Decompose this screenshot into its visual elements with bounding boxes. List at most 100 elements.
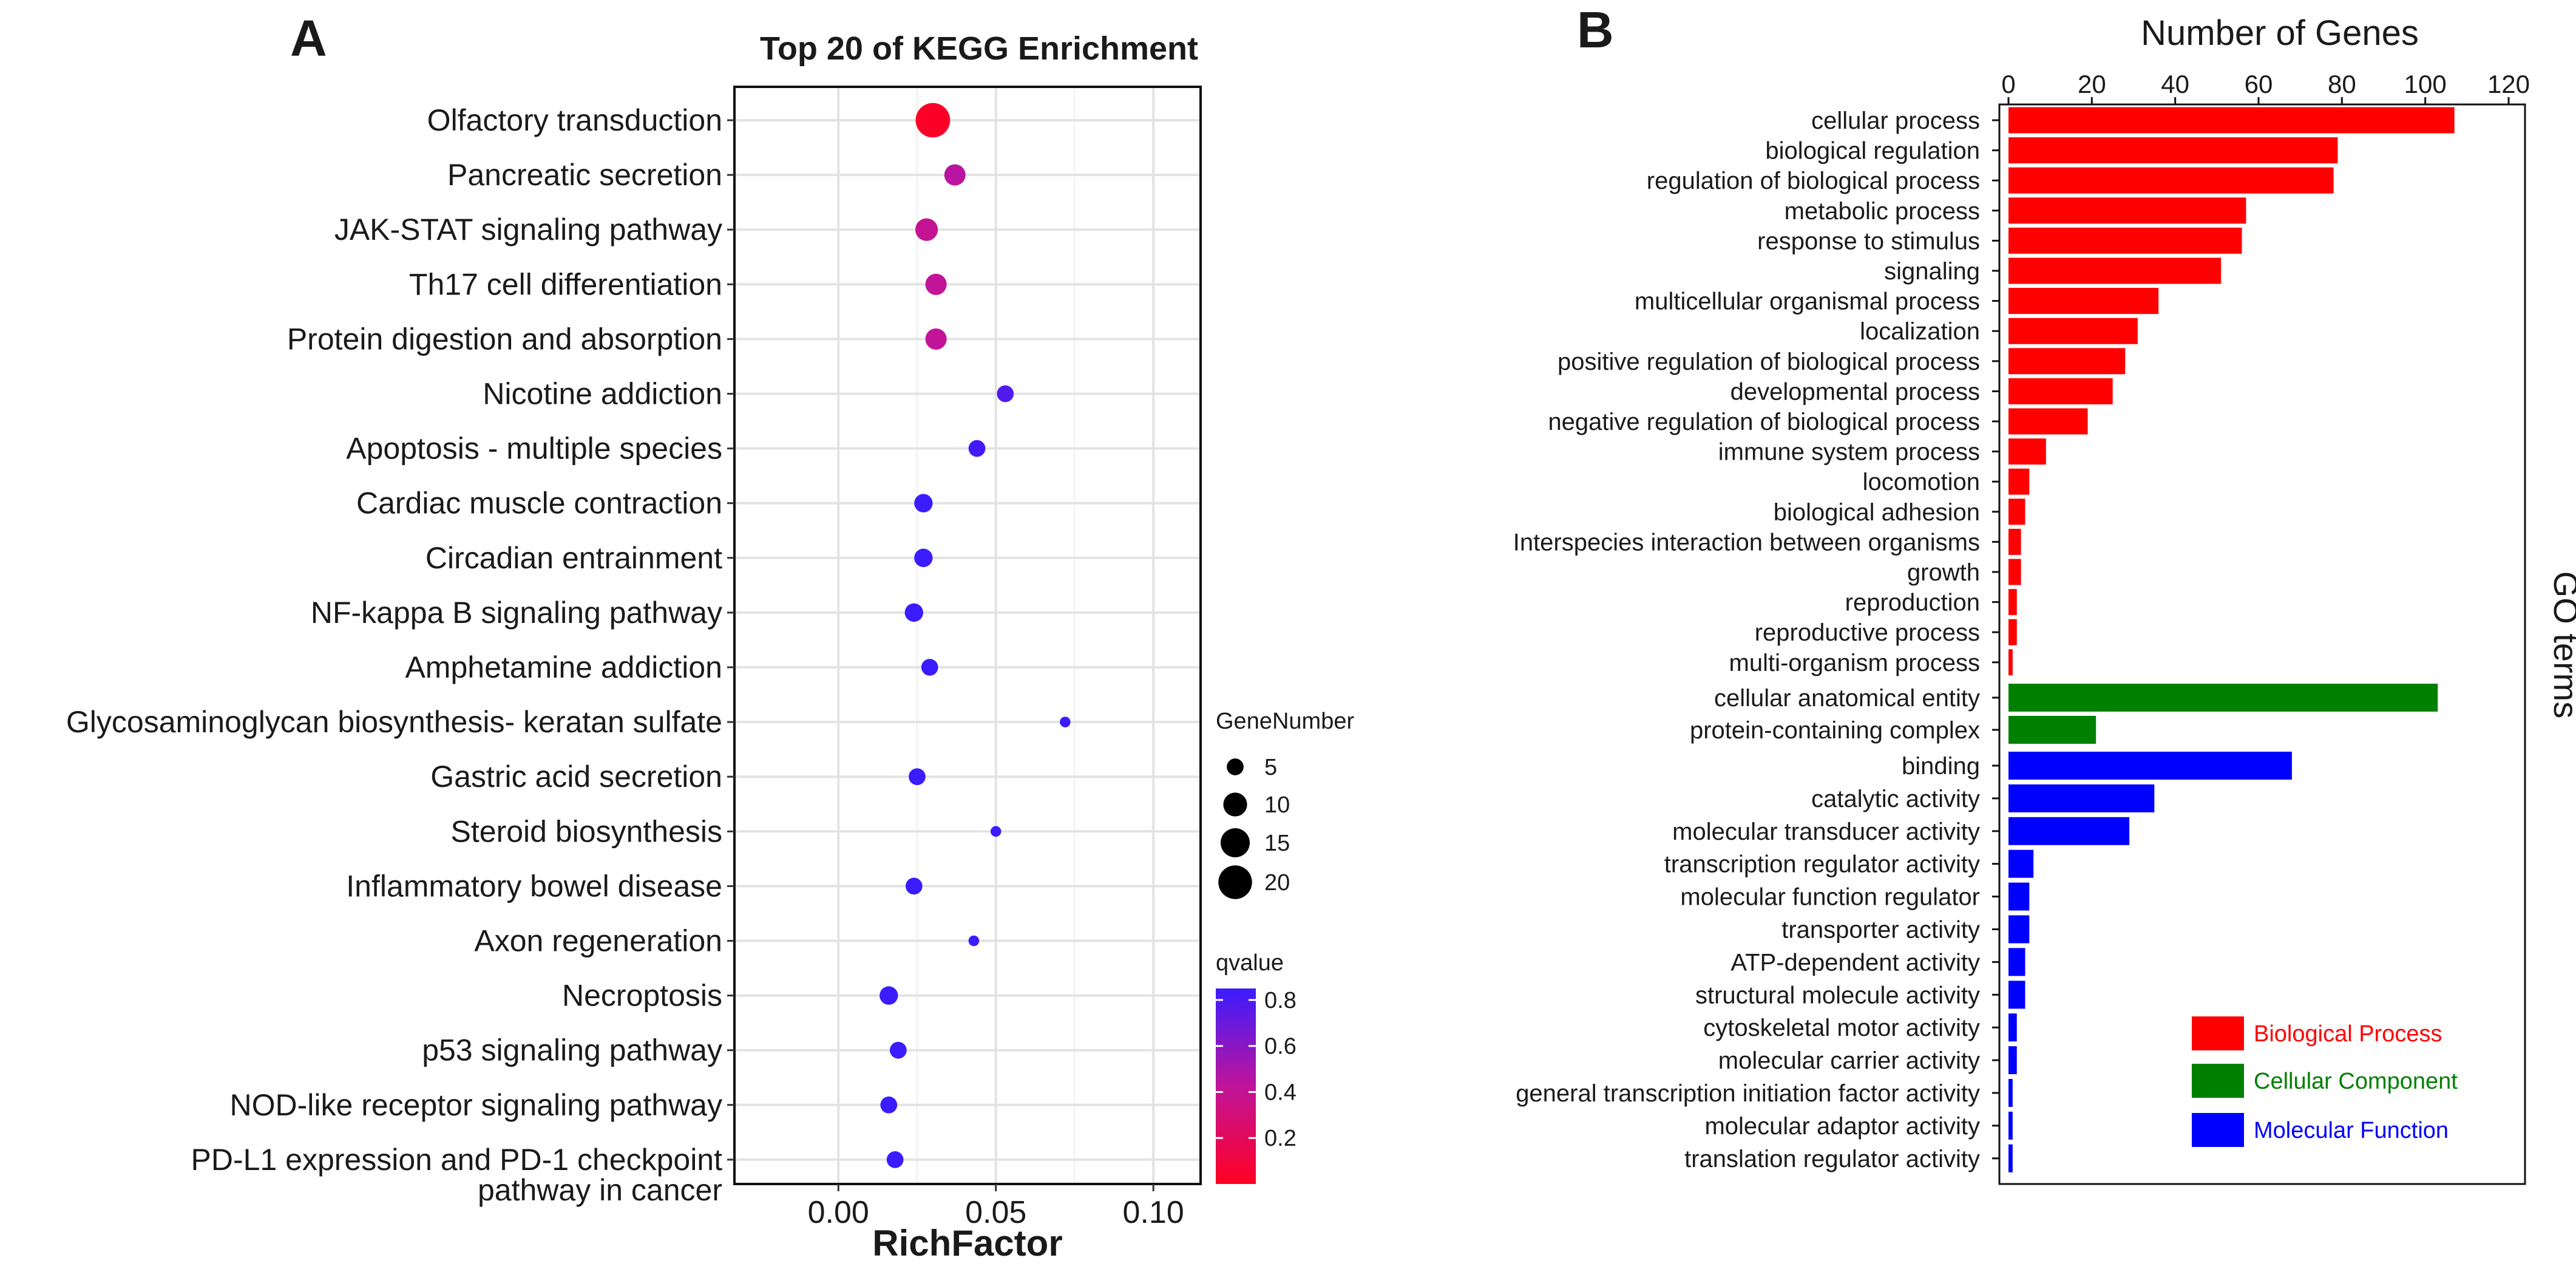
kegg-category-label: Axon regeneration	[474, 924, 722, 958]
go-category-label: reproductive process	[1755, 619, 1980, 646]
qvalue-colorbar	[1216, 988, 1256, 1184]
genenumber-legend-dot	[1223, 792, 1247, 817]
qvalue-tick-label: 0.6	[1264, 1034, 1296, 1060]
go-category-label: molecular carrier activity	[1718, 1047, 1980, 1074]
kegg-plot-background	[734, 87, 1201, 1184]
go-category-label: metabolic process	[1785, 198, 1980, 225]
go-category-label: structural molecule activity	[1695, 982, 1980, 1009]
go-bar	[2008, 649, 2013, 676]
kegg-category-label: pathway in cancer	[478, 1173, 722, 1207]
go-bar	[2008, 882, 2030, 911]
genenumber-legend-label: 5	[1264, 755, 1277, 780]
go-category-label: cellular anatomical entity	[1714, 685, 1980, 712]
go-bar	[2008, 619, 2017, 645]
panel-a-letter: A	[290, 10, 327, 67]
go-bar	[2008, 752, 2292, 780]
go-bar	[2008, 784, 2155, 812]
kegg-point	[880, 1096, 898, 1114]
go-bar	[2008, 849, 2034, 878]
kegg-point	[905, 877, 923, 895]
kegg-category-label: Th17 cell differentiation	[409, 267, 722, 301]
genenumber-legend-dot	[1227, 758, 1244, 775]
qvalue-legend-title: qvalue	[1216, 950, 1284, 976]
go-bar	[2008, 915, 2030, 944]
go-category-label: transporter activity	[1781, 917, 1980, 944]
go-category-label: signaling	[1884, 258, 1980, 285]
go-bar	[2008, 498, 2025, 525]
go-category-labels: cellular process biological regulation reg…	[1513, 107, 1999, 1172]
kegg-category-label: NOD-like receptor signaling pathway	[230, 1088, 722, 1122]
go-bar	[2008, 817, 2130, 845]
go-x-tick-label: 100	[2404, 70, 2447, 98]
go-bar	[2008, 257, 2222, 284]
go-category-label: locomotion	[1863, 469, 1980, 495]
kegg-point	[915, 218, 938, 241]
go-x-ticks: 0 20 40 60 80 100 120	[1999, 70, 2530, 106]
kegg-point	[915, 103, 951, 138]
go-legend-label: Biological Process	[2254, 1021, 2442, 1047]
go-bar	[2008, 197, 2246, 224]
go-category-label: developmental process	[1730, 378, 1980, 405]
kegg-x-axis-label: RichFactor	[872, 1223, 1062, 1264]
kegg-x-ticks: 0.00 0.05 0.10	[808, 1184, 1184, 1230]
kegg-point	[990, 826, 1002, 837]
kegg-point	[909, 768, 926, 786]
go-category-label: biological regulation	[1765, 138, 1980, 165]
go-legend-swatch	[2192, 1113, 2244, 1147]
panel-b-letter: B	[1577, 1, 1614, 58]
go-bar	[2008, 348, 2126, 375]
kegg-category-label: Glycosaminoglycan biosynthesis- keratan …	[66, 705, 722, 739]
kegg-category-label: Circadian entrainment	[425, 541, 722, 575]
go-bar	[2008, 167, 2334, 194]
go-legend-label: Cellular Component	[2254, 1069, 2458, 1094]
kegg-point	[921, 659, 938, 676]
go-x-tick-label: 40	[2161, 70, 2189, 98]
kegg-point	[904, 603, 923, 622]
go-bars	[2008, 107, 2455, 1172]
go-x-tick-label: 60	[2245, 70, 2273, 98]
go-bar	[2008, 227, 2242, 254]
go-barplot: B Number of Genes 0 20 40 60 80 100 120 cellul…	[1513, 1, 2576, 1185]
go-bar	[2008, 438, 2046, 465]
go-category-label: reproduction	[1845, 590, 1980, 616]
kegg-category-labels: Olfactory transduction Pancreatic secreti…	[66, 103, 734, 1207]
kegg-points	[880, 103, 1071, 1168]
kegg-point	[889, 1041, 907, 1059]
kegg-point	[997, 385, 1014, 403]
kegg-category-label: Olfactory transduction	[427, 103, 722, 137]
go-category-label: molecular function regulator	[1680, 884, 1980, 911]
go-category-label: regulation of biological process	[1647, 168, 1980, 194]
kegg-category-label: Nicotine addiction	[483, 377, 722, 411]
kegg-x-tick-label: 0.00	[808, 1195, 869, 1230]
go-bar	[2008, 468, 2030, 495]
go-legend-swatch	[2192, 1016, 2244, 1050]
go-bar	[2008, 378, 2113, 404]
kegg-chart-title: Top 20 of KEGG Enrichment	[760, 30, 1198, 67]
qvalue-tick-label: 0.8	[1264, 988, 1296, 1013]
kegg-category-label: Apoptosis - multiple species	[346, 432, 722, 466]
go-x-tick-label: 20	[2078, 70, 2106, 98]
kegg-x-tick-label: 0.05	[965, 1195, 1026, 1230]
kegg-point	[925, 328, 947, 350]
go-bar	[2008, 408, 2088, 435]
genenumber-legend-items: 5 10 15 20	[1218, 755, 1290, 899]
kegg-plot-frame	[733, 86, 1202, 1185]
kegg-category-label: Pancreatic secretion	[447, 158, 722, 192]
go-category-label: catalytic activity	[1811, 786, 1980, 812]
go-category-label: positive regulation of biological proces…	[1557, 349, 1980, 375]
go-category-label: binding	[1902, 753, 1980, 780]
kegg-dotplot: A Top 20 of KEGG Enrichment Olfactory tr…	[66, 10, 1355, 1264]
genenumber-legend-title: GeneNumber	[1216, 709, 1354, 734]
go-category-label: biological adhesion	[1774, 499, 1980, 526]
genenumber-legend-dot	[1220, 828, 1250, 858]
kegg-x-tick-label: 0.10	[1123, 1195, 1184, 1230]
go-category-label: translation regulator activity	[1684, 1146, 1980, 1172]
kegg-category-label: Cardiac muscle contraction	[356, 486, 722, 520]
kegg-category-label: Necroptosis	[562, 979, 722, 1013]
go-x-tick-label: 80	[2328, 70, 2356, 98]
kegg-point	[1060, 716, 1071, 727]
go-category-label: localization	[1860, 318, 1980, 345]
kegg-point	[968, 440, 986, 457]
go-category-label: ATP-dependent activity	[1730, 949, 1980, 976]
